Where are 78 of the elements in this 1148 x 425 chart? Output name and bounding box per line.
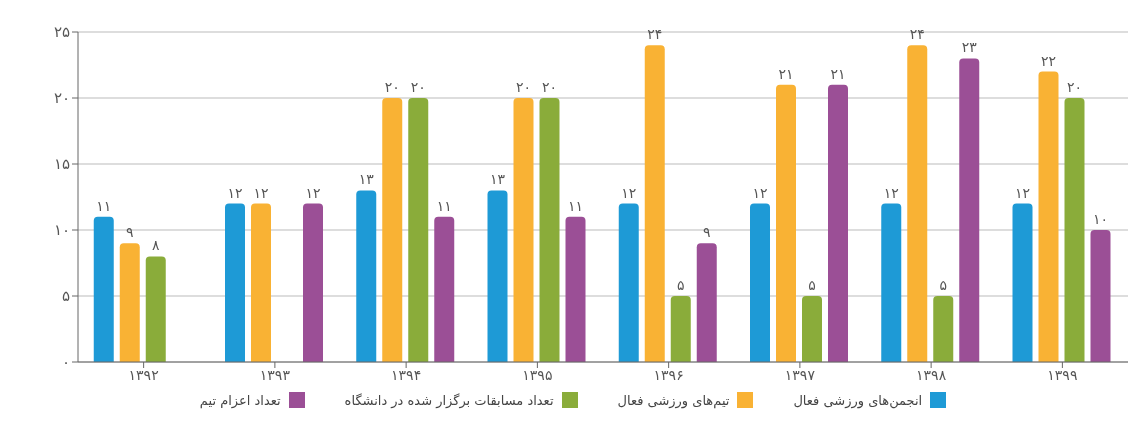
- data-label: ۱۱: [96, 197, 112, 214]
- legend-label: انجمن‌های ورزشی فعال: [793, 392, 923, 408]
- bar: [828, 84, 848, 362]
- data-label: ۱۱: [436, 197, 452, 214]
- data-label: ۲۰: [410, 79, 426, 95]
- bar: [933, 296, 954, 362]
- x-tick-label: ۱۳۹۷: [784, 366, 816, 383]
- bar: [644, 45, 665, 362]
- legend-label: تیم‌های ورزشی فعال: [617, 392, 730, 408]
- y-tick-label: ۰: [61, 353, 70, 372]
- bar: [750, 203, 770, 362]
- y-tick-label: ۵: [61, 287, 70, 306]
- data-label: ۲۱: [778, 65, 794, 82]
- x-tick-label: ۱۳۹۵: [522, 366, 553, 383]
- data-label: ۹: [125, 224, 134, 241]
- data-label: ۱۲: [883, 184, 899, 201]
- data-label: ۵: [676, 277, 685, 293]
- data-label: ۲۴: [909, 26, 925, 43]
- bar: [93, 216, 114, 362]
- bar: [356, 190, 377, 362]
- bar: [696, 243, 717, 362]
- bar: [513, 98, 534, 362]
- y-tick-label: ۲۵: [53, 23, 70, 42]
- bar: [434, 216, 455, 362]
- bar: [145, 256, 166, 362]
- x-tick-label: ۱۳۹۹: [1047, 366, 1078, 383]
- data-label: ۹: [702, 224, 711, 241]
- data-label: ۲۳: [961, 39, 978, 56]
- data-label: ۱۲: [752, 184, 768, 201]
- data-label: ۲۰: [1066, 79, 1083, 95]
- data-label: ۸: [151, 237, 160, 254]
- data-label: ۱۲: [253, 184, 269, 201]
- bar: [119, 243, 140, 362]
- bar: [881, 203, 902, 362]
- data-label: ۱۲: [1014, 184, 1031, 201]
- bar: [1012, 203, 1033, 362]
- x-tick-label: ۱۳۹۲: [128, 366, 159, 383]
- bar: [907, 45, 928, 362]
- data-label: ۱۲: [227, 184, 243, 201]
- data-label: ۵: [808, 277, 816, 293]
- bar: [303, 203, 323, 362]
- y-tick-label: ۱۵: [53, 155, 70, 174]
- bar: [1090, 230, 1111, 362]
- y-tick-label: ۲۰: [53, 89, 70, 108]
- legend-label: تعداد اعزام تیم: [199, 392, 281, 408]
- x-tick-label: ۱۳۹۶: [653, 366, 684, 383]
- x-tick-label: ۱۳۹۴: [391, 366, 422, 383]
- bar: [802, 296, 822, 362]
- data-label: ۲۰: [515, 79, 532, 95]
- bar: [618, 203, 639, 362]
- bar: [408, 98, 429, 362]
- legend-label: تعداد مسابقات برگزار شده در دانشگاه: [344, 392, 554, 408]
- x-tick-label: ۱۳۹۳: [259, 366, 291, 383]
- data-label: ۱۳: [489, 171, 506, 188]
- bar: [670, 296, 691, 362]
- data-label: ۲۲: [1040, 52, 1057, 69]
- bar: [251, 203, 271, 362]
- bar: [539, 98, 560, 362]
- bar: [565, 216, 586, 362]
- y-tick-label: ۱۰: [53, 221, 70, 240]
- bar: [487, 190, 508, 362]
- data-label: ۲۱: [830, 65, 846, 82]
- data-label: ۱۰: [1092, 211, 1109, 227]
- data-label: ۱۲: [305, 184, 321, 201]
- data-label: ۲۴: [647, 26, 663, 43]
- x-tick-label: ۱۳۹۸: [916, 366, 947, 383]
- data-label: ۱۳: [358, 171, 375, 188]
- bar: [382, 98, 403, 362]
- data-label: ۱۱: [567, 197, 584, 214]
- bar: [1064, 98, 1085, 362]
- data-label: ۲۰: [541, 79, 558, 95]
- bar: [225, 203, 245, 362]
- bar: [1038, 71, 1059, 362]
- data-label: ۱۲: [621, 184, 637, 201]
- data-label: ۲۰: [384, 79, 400, 95]
- bar: [776, 84, 796, 362]
- data-label: ۵: [939, 277, 948, 293]
- bar: [959, 58, 980, 362]
